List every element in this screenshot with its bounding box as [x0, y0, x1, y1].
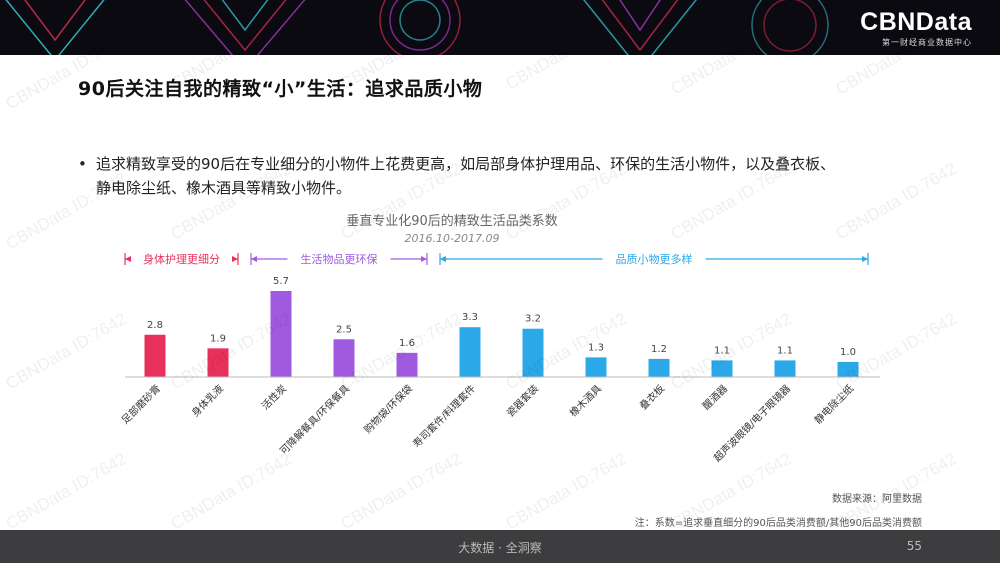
category-label-9: 醒酒器	[700, 383, 730, 413]
bar-chart: 垂直专业化90后的精致生活品类系数 2016.10-2017.09 身体护理更细…	[119, 213, 880, 464]
category-label-4: 购物袋/环保袋	[361, 382, 415, 436]
value-label-9: 1.1	[714, 345, 730, 356]
top-banner: CBNData 第一财经商业数据中心	[0, 0, 1000, 55]
group-0-arrow-left	[125, 256, 131, 262]
value-label-2: 5.7	[273, 276, 289, 287]
chart-subtitle: 2016.10-2017.09	[405, 232, 500, 245]
group-brackets: 身体护理更细分 生活物品更环保 品质小物更多样	[124, 252, 869, 266]
value-labels: 2.8 1.9 5.7 2.5 1.6 3.3 3.2 1.3 1.2 1.1 1.1 1.0	[147, 276, 856, 358]
group-2-label: 品质小物更多样	[616, 252, 693, 266]
bar-5	[459, 327, 481, 377]
bullet-line-2: 静电除尘纸、橡木酒具等精致小物件。	[96, 179, 352, 197]
group-0-arrow-right	[232, 256, 238, 262]
value-label-7: 1.3	[588, 342, 604, 353]
value-label-8: 1.2	[651, 344, 667, 355]
bullet-block: • 追求精致享受的90后在专业细分的小物件上花费更高，如局部身体护理用品、环保的…	[78, 152, 938, 200]
category-label-6: 瓷器套装	[504, 382, 541, 419]
category-label-11: 静电除尘纸	[812, 382, 857, 427]
category-label-0: 足部磨砂膏	[119, 382, 164, 427]
data-source: 数据来源：阿里数据	[832, 494, 922, 505]
group-1-label: 生活物品更环保	[301, 252, 378, 266]
value-label-3: 2.5	[336, 324, 352, 335]
chart-title: 垂直专业化90后的精致生活品类系数	[346, 213, 558, 229]
brand-subtitle: 第一财经商业数据中心	[882, 38, 972, 47]
banner-decoration	[5, 0, 829, 55]
brand-logo: CBNData	[860, 8, 972, 36]
value-label-10: 1.1	[777, 345, 793, 356]
bar-3	[333, 339, 355, 377]
bar-4	[396, 352, 418, 377]
bar-10	[774, 360, 796, 377]
category-label-8: 叠衣板	[637, 382, 667, 412]
category-label-7: 橡木酒具	[567, 382, 604, 419]
value-label-0: 2.8	[147, 320, 163, 331]
bar-7	[585, 357, 607, 377]
value-label-5: 3.3	[462, 312, 478, 323]
group-0-label: 身体护理更细分	[143, 252, 220, 266]
category-label-5: 寿司套件/料理套件	[410, 382, 478, 450]
bars	[144, 291, 859, 377]
footnote: 注：系数=追求垂直细分的90后品类消费额/其他90后品类消费额	[634, 518, 922, 529]
brand: CBNData 第一财经商业数据中心	[860, 8, 972, 48]
bar-9	[711, 360, 733, 377]
page-number: 55	[906, 539, 922, 553]
bar-1	[207, 348, 229, 377]
bar-8	[648, 358, 670, 377]
value-label-1: 1.9	[210, 333, 226, 344]
bar-0	[144, 334, 166, 377]
group-2-arrow-right	[862, 256, 868, 262]
category-label-1: 身体乳液	[189, 382, 226, 419]
group-2-arrow-left	[440, 256, 446, 262]
bullet-dot: •	[78, 155, 87, 173]
group-1-arrow-left	[251, 256, 257, 262]
bar-2	[270, 291, 292, 377]
page-title: 90后关注自我的精致“小”生活：追求品质小物	[78, 78, 483, 100]
value-label-11: 1.0	[840, 347, 856, 358]
footer-bar: 大数据 · 全洞察 55	[0, 530, 1000, 563]
category-label-2: 活性炭	[259, 382, 289, 412]
bar-11	[837, 361, 859, 377]
footer-slogan: 大数据 · 全洞察	[458, 541, 542, 555]
value-label-4: 1.6	[399, 338, 415, 349]
category-label-3: 可降解餐具/环保餐具	[277, 382, 352, 457]
bar-6	[522, 328, 544, 377]
bullet-line-1: 追求精致享受的90后在专业细分的小物件上花费更高，如局部身体护理用品、环保的生活…	[96, 155, 836, 173]
group-1-arrow-right	[421, 256, 427, 262]
value-label-6: 3.2	[525, 314, 541, 325]
